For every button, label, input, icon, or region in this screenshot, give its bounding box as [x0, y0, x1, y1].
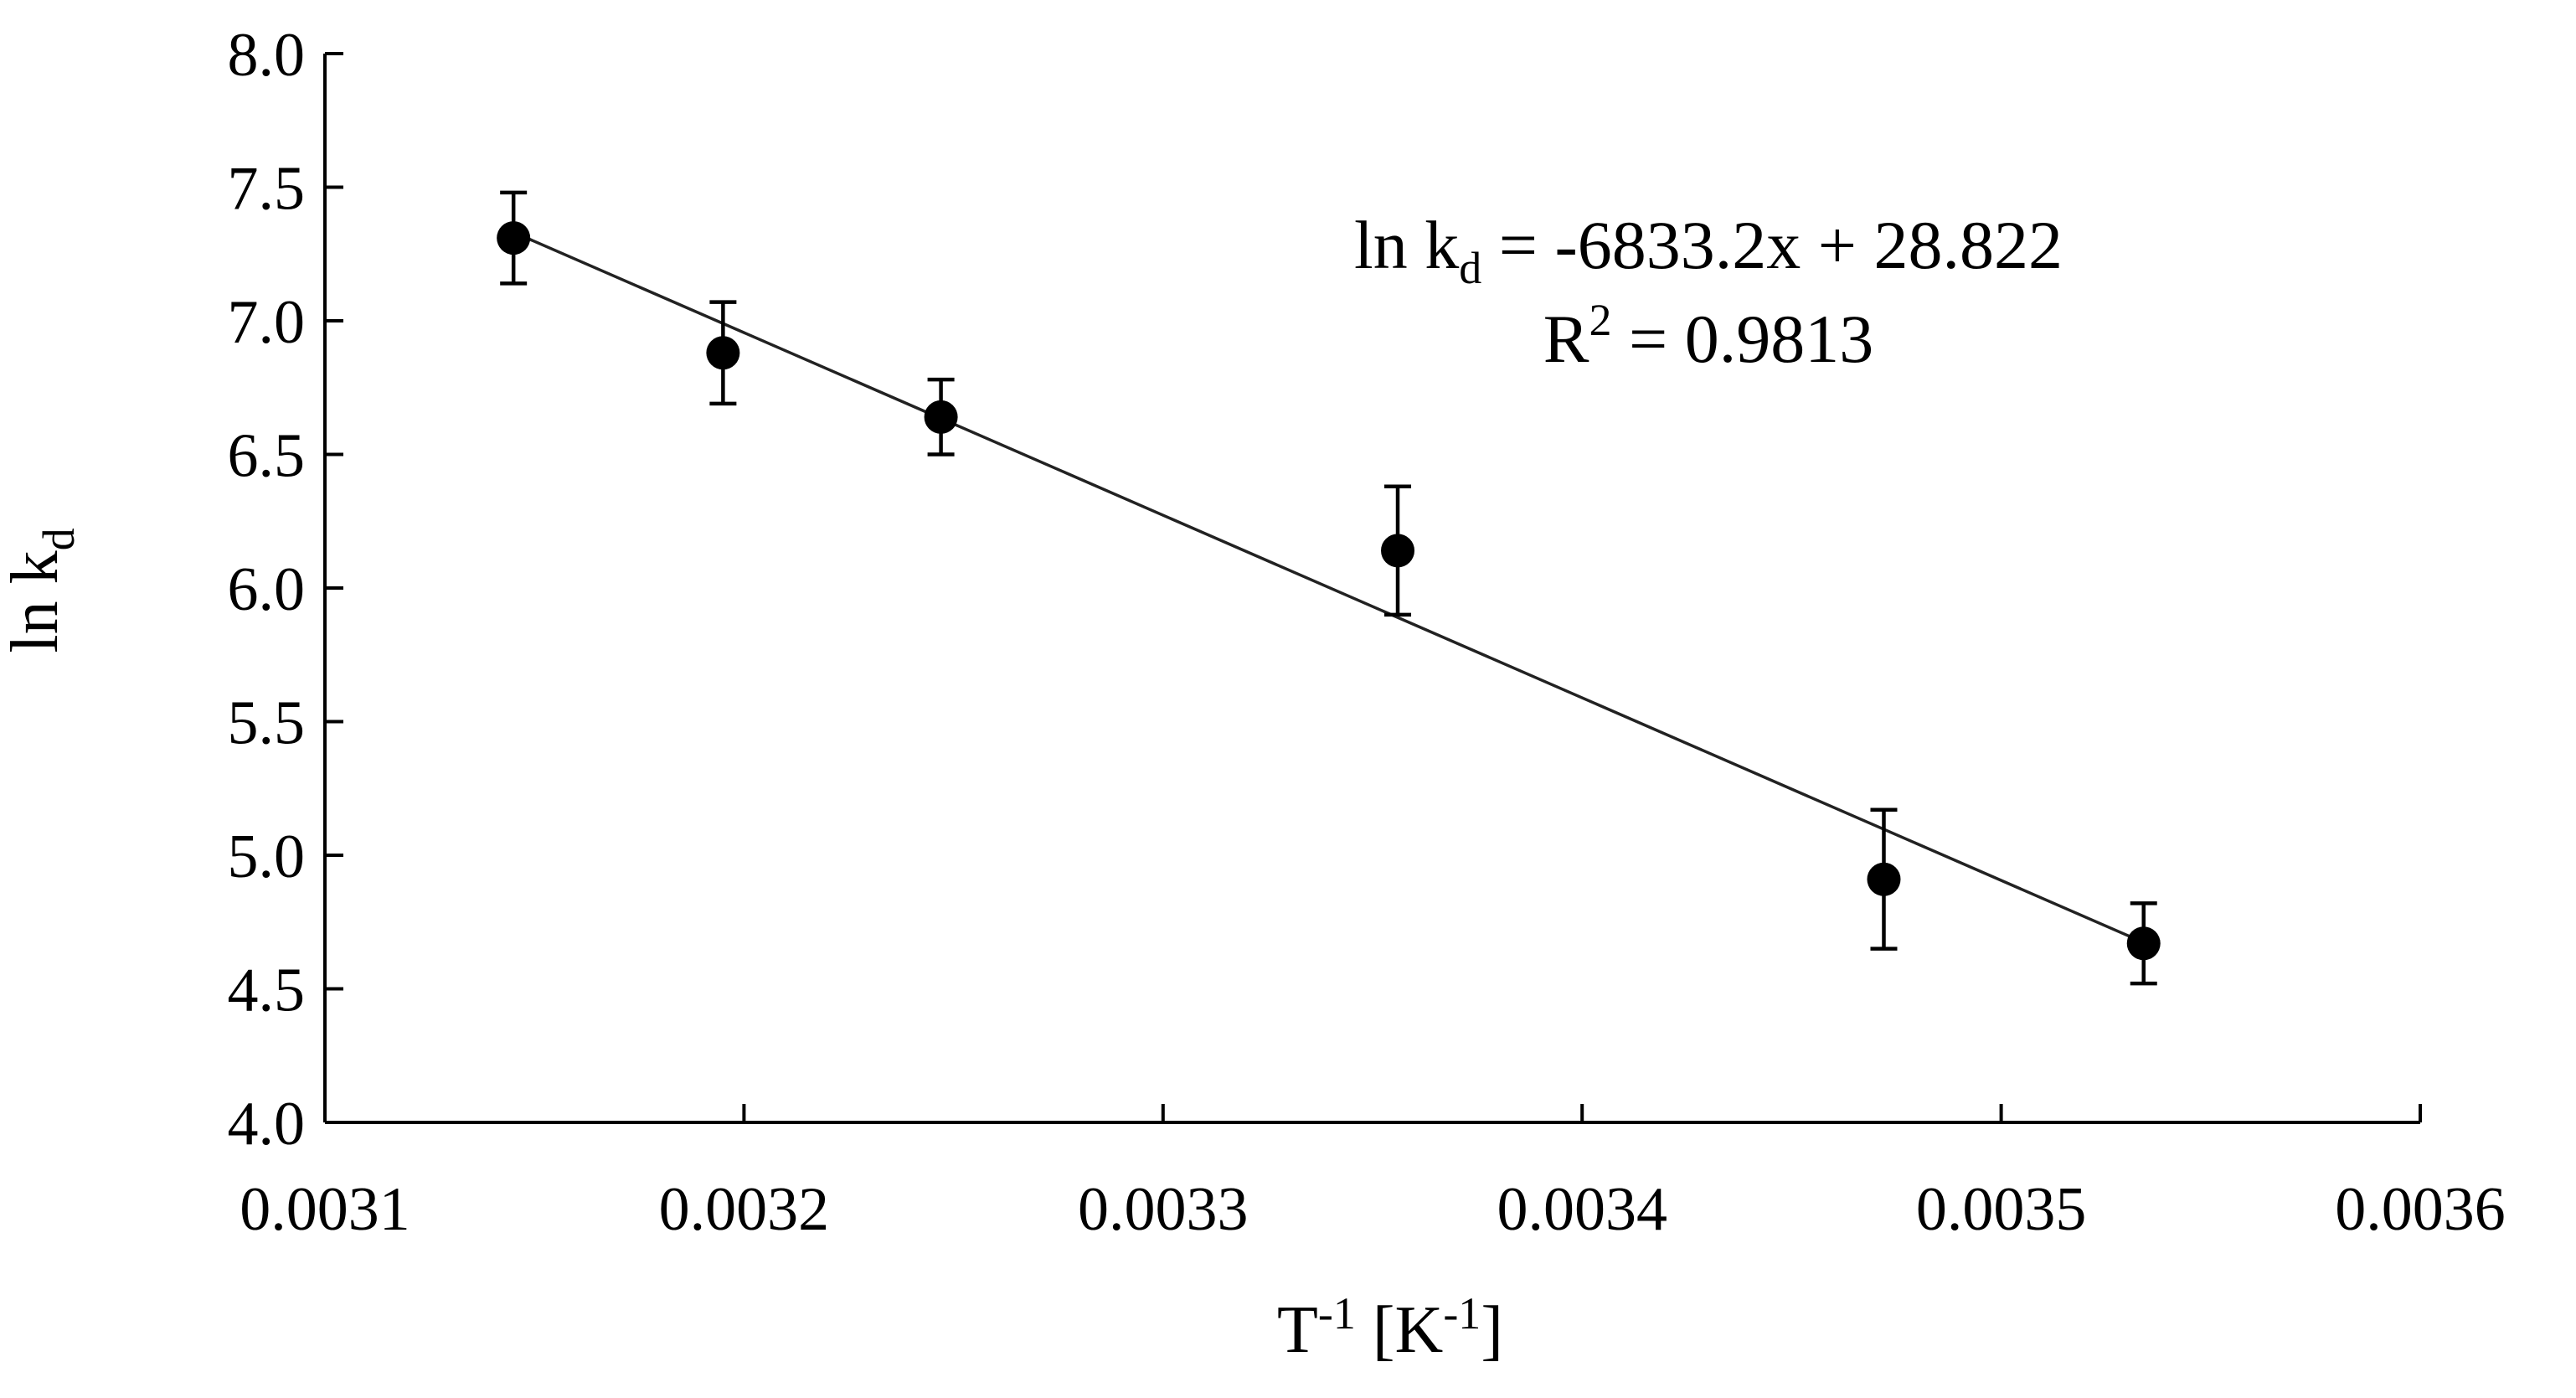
x-tick-label: 0.0036 — [2335, 1175, 2506, 1244]
y-tick-label: 8.0 — [228, 21, 306, 90]
x-tick-label: 0.0034 — [1497, 1175, 1667, 1244]
x-tick-label: 0.0031 — [240, 1175, 410, 1244]
x-tick-label: 0.0033 — [1078, 1175, 1249, 1244]
data-point — [1867, 862, 1901, 896]
data-point — [924, 400, 958, 434]
x-axis-title: T-1 [K-1] — [1277, 1288, 1503, 1367]
y-tick-label: 6.5 — [228, 422, 306, 491]
y-tick-label: 5.0 — [228, 823, 306, 891]
r-squared-label: R2 = 0.9813 — [1543, 295, 1873, 377]
y-tick-label: 7.0 — [228, 288, 306, 357]
data-points — [497, 190, 2161, 986]
equation-label: ln kd = -6833.2x + 28.822 — [1354, 207, 2063, 293]
y-tick-label: 4.5 — [228, 957, 306, 1025]
y-tick-label: 4.0 — [228, 1090, 306, 1158]
x-tick-label: 0.0032 — [659, 1175, 830, 1244]
x-tick-label: 0.0035 — [1916, 1175, 2087, 1244]
y-tick-label: 5.5 — [228, 689, 306, 758]
data-point — [497, 221, 531, 255]
y-tick-label: 7.5 — [228, 155, 306, 224]
data-point — [2126, 926, 2161, 961]
ticks: 0.0031 0.0032 0.0033 0.0034 0.0035 0.0036 4.0 4… — [228, 21, 2506, 1244]
y-tick-label: 6.0 — [228, 555, 306, 624]
y-axis-title: ln kd — [0, 528, 84, 653]
data-point — [706, 336, 740, 370]
trendline — [513, 230, 2145, 944]
trendline-group — [513, 230, 2145, 944]
data-point — [1381, 534, 1415, 568]
